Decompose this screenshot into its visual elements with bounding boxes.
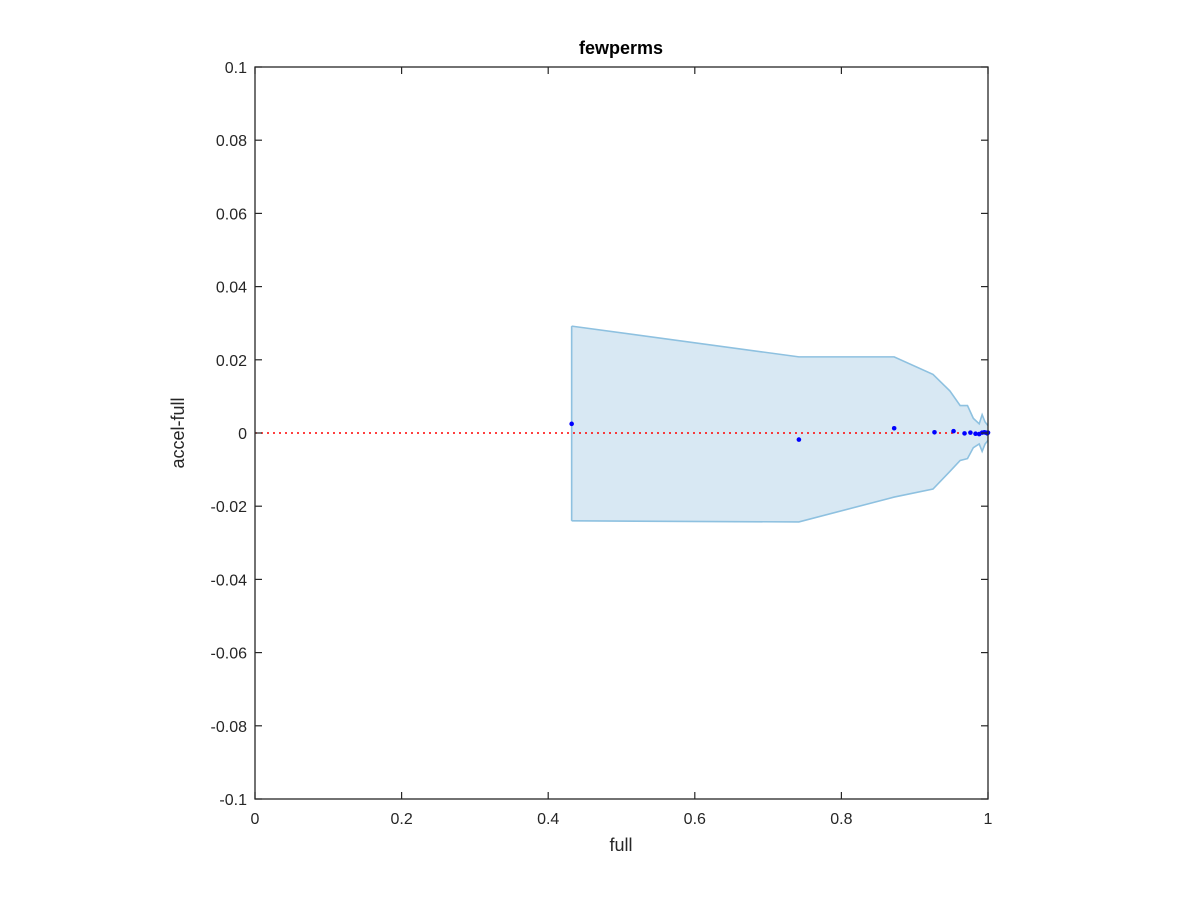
y-tick-label: -0.1 [219, 792, 247, 809]
y-tick-label: 0 [238, 426, 247, 443]
y-tick-label: 0.1 [225, 60, 247, 77]
x-axis-label: full [609, 835, 632, 855]
data-point [932, 429, 937, 435]
x-ticks: 0 0.2 0.4 0.6 0.8 1 [251, 67, 993, 828]
x-tick-label: 0.6 [684, 811, 706, 828]
data-point [962, 431, 967, 436]
x-tick-label: 0 [251, 811, 260, 828]
y-tick-label: 0.06 [216, 206, 247, 223]
y-axis-label: accel-full [168, 397, 188, 468]
data-point [796, 437, 802, 442]
y-tick-label: 0.04 [216, 280, 247, 297]
chart-title: fewperms [579, 38, 663, 58]
y-tick-label: -0.04 [211, 572, 248, 589]
data-point [891, 425, 897, 431]
data-point [569, 421, 574, 427]
y-tick-label: -0.08 [211, 719, 248, 736]
band-upper-edge [571, 325, 989, 427]
y-tick-label: -0.06 [211, 646, 248, 663]
x-tick-label: 0.8 [830, 811, 852, 828]
y-tick-label: 0.02 [216, 353, 247, 370]
band-fill [571, 326, 988, 522]
x-tick-label: 1 [984, 811, 993, 828]
y-tick-label: 0.08 [216, 133, 247, 150]
x-tick-label: 0.2 [390, 811, 412, 828]
x-tick-label: 0.4 [537, 811, 559, 828]
data-point [973, 431, 978, 437]
y-tick-label: -0.02 [211, 499, 248, 516]
data-point [951, 428, 956, 434]
band-lower-edge [571, 439, 989, 523]
data-point [968, 430, 973, 435]
y-ticks: 0.1 0.08 0.06 0.04 0.02 0 -0.02 -0.04 -0.06 -0.08… [211, 60, 988, 809]
